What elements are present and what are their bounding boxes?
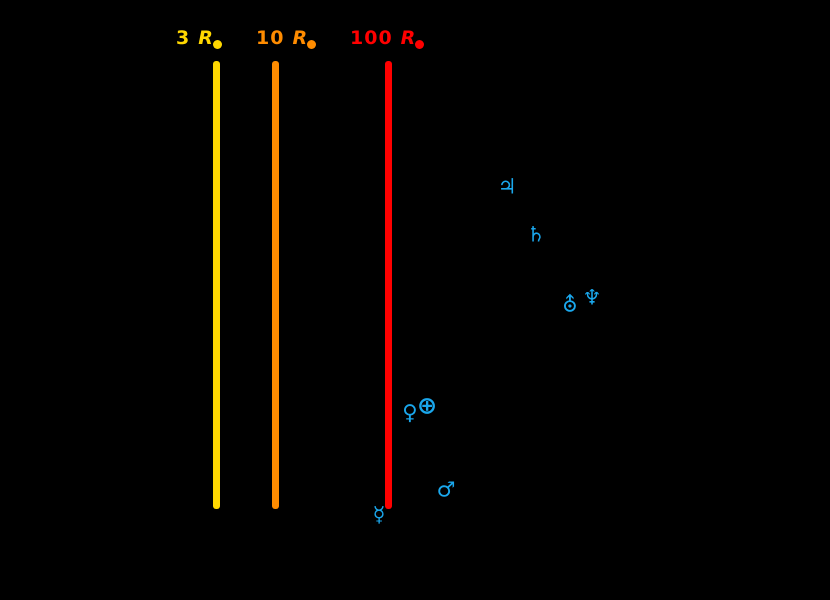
- line-3-solar-radii: [213, 61, 220, 509]
- label-unit: R: [198, 27, 213, 49]
- label-value: 3: [176, 27, 191, 49]
- earth-icon: ⊕: [416, 391, 438, 420]
- sun-subscript-icon: [415, 40, 425, 49]
- line-100-solar-radii: [385, 61, 392, 509]
- neptune-icon: ♆: [582, 285, 602, 310]
- venus-icon: ♀: [402, 400, 418, 425]
- mercury-icon: ☿: [372, 502, 386, 527]
- label-unit: R: [400, 27, 416, 49]
- label-value: 10: [256, 27, 285, 49]
- label-value: 100: [350, 27, 393, 49]
- mars-icon: ♂: [436, 477, 456, 502]
- sun-subscript-icon: [307, 40, 317, 49]
- label-10-solar-radii: 10 R: [256, 26, 317, 50]
- label-unit: R: [292, 27, 308, 49]
- label-100-solar-radii: 100 R: [350, 26, 425, 50]
- jupiter-icon: ♃: [497, 174, 517, 199]
- sun-subscript-icon: [212, 40, 222, 49]
- uranus-icon: ⛢: [562, 292, 578, 317]
- saturn-icon: ♄: [526, 222, 546, 247]
- line-10-solar-radii: [272, 61, 279, 509]
